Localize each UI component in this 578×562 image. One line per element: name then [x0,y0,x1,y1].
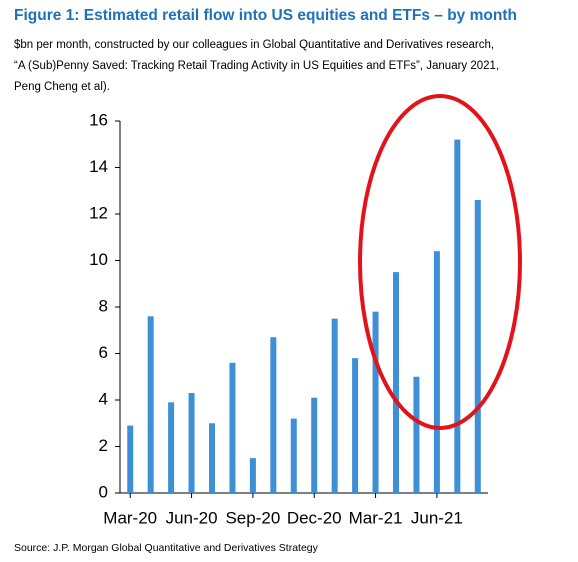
bar [229,362,236,493]
bar [249,458,256,493]
bar [433,251,440,493]
x-tick-label: Jun-20 [166,508,218,527]
x-tick-label: Sep-20 [225,508,280,527]
bar [270,337,277,493]
bar [147,316,154,493]
y-tick-label: 16 [89,110,108,129]
source: Source: J.P. Morgan Global Quantitative … [14,542,319,554]
bar [331,318,338,493]
x-tick-label: Dec-20 [287,508,342,527]
y-tick-label: 12 [89,203,108,222]
bar [454,139,461,493]
subtitle: $bn per month, constructed by our collea… [14,39,494,51]
y-tick-label: 0 [99,482,108,501]
bar [474,200,481,494]
bar [352,358,359,493]
subtitle: Peng Cheng et al). [14,81,110,93]
bar [372,311,379,493]
bar [188,393,195,493]
y-tick-label: 4 [99,389,108,408]
x-tick-label: Mar-21 [349,508,403,527]
x-tick-label: Jun-21 [411,508,463,527]
bar [127,425,134,493]
y-tick-label: 14 [89,157,108,176]
bar [168,402,175,493]
bar [290,418,297,493]
bar [209,423,215,493]
bar [311,397,318,493]
chart-title: Figure 1: Estimated retail flow into US … [14,7,517,24]
subtitle: “A (Sub)Penny Saved: Tracking Retail Tra… [14,60,499,72]
y-tick-label: 2 [99,436,108,455]
highlight-ellipse [358,94,522,430]
x-tick-label: Mar-20 [103,508,157,527]
y-tick-label: 10 [89,250,108,269]
bar [393,272,399,493]
y-tick-label: 8 [99,296,108,315]
y-tick-label: 6 [99,343,108,362]
bar [413,376,420,493]
